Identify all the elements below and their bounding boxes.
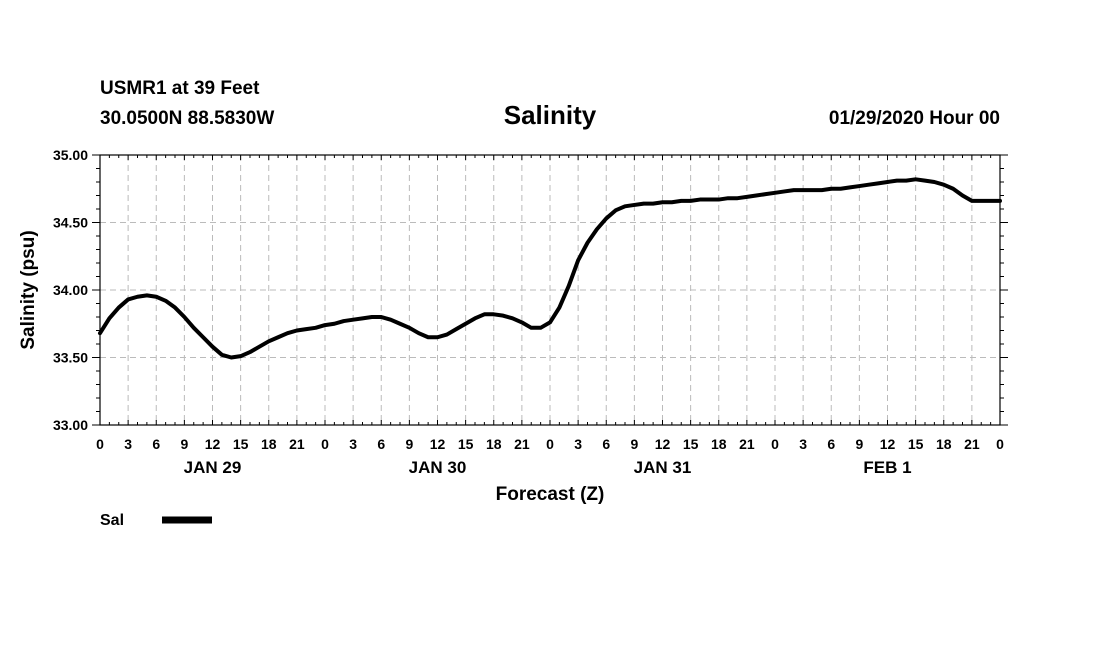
x-tick-label: 12 — [880, 436, 896, 452]
x-tick-label: 15 — [683, 436, 699, 452]
chart-title: Salinity — [504, 100, 597, 130]
day-label: JAN 30 — [409, 458, 467, 477]
x-tick-label: 21 — [514, 436, 530, 452]
x-tick-label: 18 — [711, 436, 727, 452]
y-tick-label: 34.00 — [53, 282, 88, 298]
x-tick-label: 15 — [233, 436, 249, 452]
x-tick-label: 0 — [321, 436, 329, 452]
x-tick-label: 3 — [574, 436, 582, 452]
station-label: USMR1 at 39 Feet — [100, 78, 260, 99]
x-tick-label: 15 — [458, 436, 474, 452]
x-tick-label: 21 — [964, 436, 980, 452]
x-tick-label: 9 — [180, 436, 188, 452]
x-tick-label: 18 — [261, 436, 277, 452]
x-tick-label: 12 — [430, 436, 446, 452]
x-tick-label: 0 — [771, 436, 779, 452]
axis-ticks: 0 3 6 9 12 15 18 21 0 3 6 9 12 15 18 21 0 3 6 9 12 15 18 21 0 3 6 9… — [53, 147, 1008, 477]
y-tick-label: 34.50 — [53, 215, 88, 231]
y-tick-label: 33.50 — [53, 350, 88, 366]
day-label: JAN 29 — [184, 458, 242, 477]
y-axis-label: Salinity (psu) — [18, 230, 39, 349]
y-tick-label: 35.00 — [53, 147, 88, 163]
grid — [100, 155, 1000, 425]
x-tick-label: 3 — [799, 436, 807, 452]
salinity-line — [98, 177, 1002, 360]
x-tick-label: 18 — [486, 436, 502, 452]
x-tick-label: 9 — [630, 436, 638, 452]
x-tick-label: 18 — [936, 436, 952, 452]
x-tick-label: 12 — [205, 436, 221, 452]
x-tick-label: 12 — [655, 436, 671, 452]
x-tick-label: 0 — [96, 436, 104, 452]
x-tick-label: 6 — [827, 436, 835, 452]
legend: Sal — [100, 512, 212, 529]
x-tick-label: 0 — [996, 436, 1004, 452]
forecast-datetime: 01/29/2020 Hour 00 — [829, 108, 1000, 129]
x-axis-label: Forecast (Z) — [496, 484, 605, 505]
x-tick-label: 21 — [289, 436, 305, 452]
x-tick-label: 6 — [152, 436, 160, 452]
station-coords: 30.0500N 88.5830W — [100, 108, 274, 129]
y-tick-label: 33.00 — [53, 417, 88, 433]
x-tick-label: 0 — [546, 436, 554, 452]
x-tick-label: 6 — [377, 436, 385, 452]
day-label: JAN 31 — [634, 458, 692, 477]
x-tick-label: 15 — [908, 436, 924, 452]
x-tick-label: 9 — [855, 436, 863, 452]
x-tick-label: 3 — [124, 436, 132, 452]
x-tick-label: 6 — [602, 436, 610, 452]
x-tick-label: 3 — [349, 436, 357, 452]
legend-label: Sal — [100, 512, 124, 529]
day-label: FEB 1 — [863, 458, 911, 477]
x-tick-label: 9 — [405, 436, 413, 452]
x-tick-label: 21 — [739, 436, 755, 452]
